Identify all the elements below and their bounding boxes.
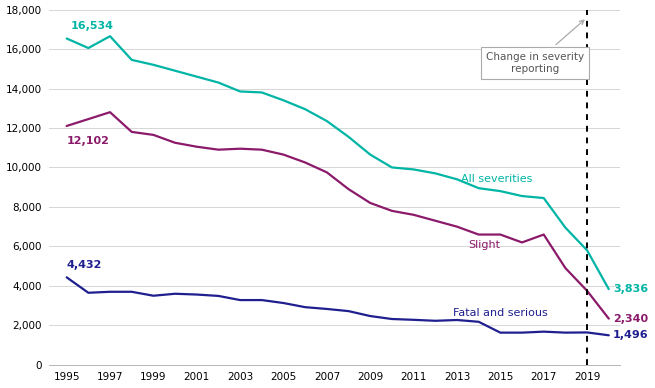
Text: 12,102: 12,102 [67, 136, 109, 146]
Text: Fatal and serious: Fatal and serious [453, 308, 548, 319]
Text: All severities: All severities [461, 174, 533, 184]
Text: Slight: Slight [468, 241, 500, 250]
Text: 3,836: 3,836 [613, 284, 648, 294]
Text: Change in severity
reporting: Change in severity reporting [486, 20, 584, 74]
Text: 2,340: 2,340 [613, 314, 648, 324]
Text: 4,432: 4,432 [67, 260, 102, 270]
Text: 16,534: 16,534 [71, 21, 114, 31]
Text: 1,496: 1,496 [613, 330, 648, 340]
